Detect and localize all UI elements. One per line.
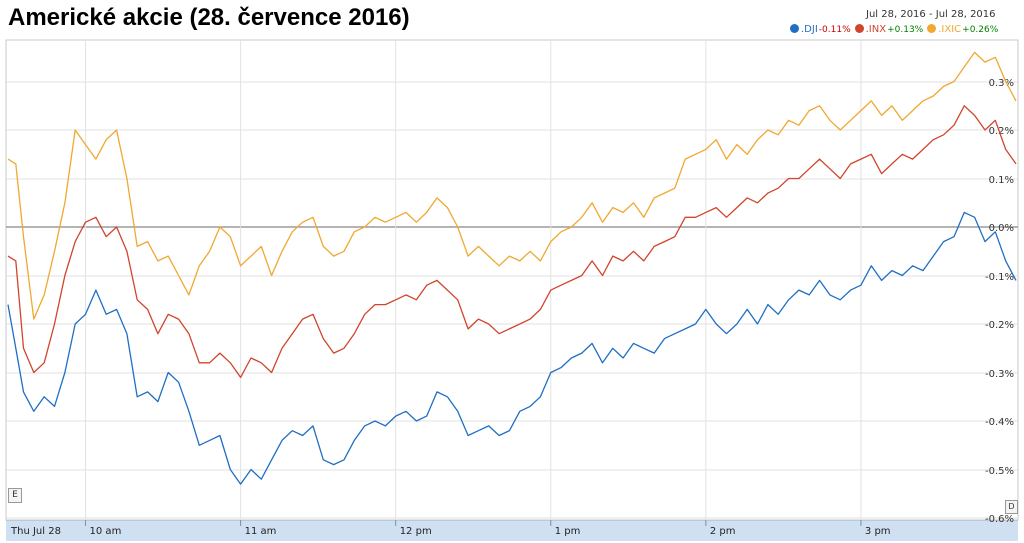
x-tick-label: 11 am [245,526,277,537]
series-line-inx [7,105,1017,379]
x-tick-label: Thu Jul 28 [10,526,61,537]
x-tick-label: 1 pm [555,526,581,537]
y-tick-label: -0.6% [985,514,1014,525]
y-tick-label: -0.2% [985,320,1014,331]
y-tick-label: -0.4% [985,417,1014,428]
date-range: Jul 28, 2016 - Jul 28, 2016 [866,9,996,20]
legend-symbol: .DJI [801,24,818,35]
y-tick-label: 0.1% [989,175,1014,186]
y-tick-label: -0.5% [985,466,1014,477]
y-tick-label: -0.3% [985,369,1014,380]
y-tick-label: 0.0% [989,223,1014,234]
plot-frame [5,39,1019,521]
y-tick-label: 0.2% [989,126,1014,137]
legend-change: +0.26% [962,25,999,35]
legend-dot-icon [790,24,799,33]
legend-symbol: .INX [865,24,887,35]
x-tick-label: 3 pm [865,526,891,537]
legend-item[interactable]: .IXIC+0.26% [927,24,998,35]
legend-item[interactable]: .INX+0.13% [854,24,924,35]
drag-handle-button[interactable]: D [1005,500,1018,514]
legend-change: +0.13% [887,25,924,35]
legend-dot-icon [854,24,864,33]
x-tick-label: 10 am [90,526,122,537]
series-line-ixic [7,51,1017,320]
legend-dot-icon [927,24,937,33]
series-line-dji [7,211,1017,485]
chart-title: Americké akcie (28. července 2016) [8,4,410,31]
legend: .DJI-0.11% .INX+0.13% .IXIC+0.26% [790,24,1002,35]
y-tick-label: 0.3% [989,78,1014,89]
x-tick-label: 2 pm [710,526,736,537]
legend-symbol: .IXIC [938,24,962,35]
y-tick-label: -0.1% [985,272,1014,283]
legend-item[interactable]: .DJI-0.11% [790,24,851,35]
events-button[interactable]: E [8,488,22,503]
x-tick-label: 12 pm [400,526,432,537]
legend-change: -0.11% [818,25,851,35]
